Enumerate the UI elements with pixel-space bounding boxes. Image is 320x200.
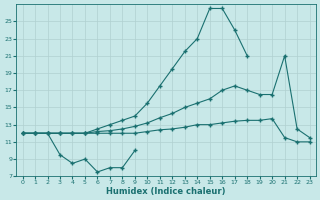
X-axis label: Humidex (Indice chaleur): Humidex (Indice chaleur)	[106, 187, 226, 196]
